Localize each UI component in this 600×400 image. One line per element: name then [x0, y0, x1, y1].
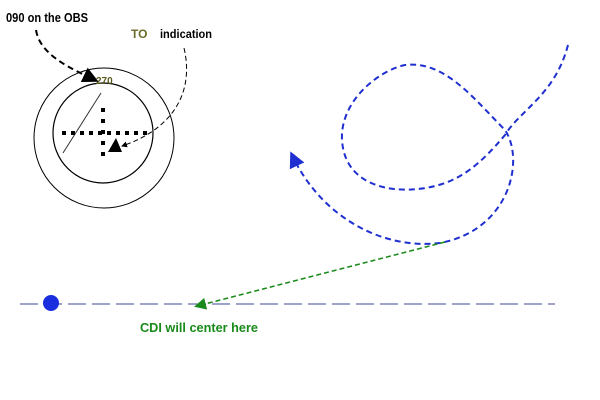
- cdi-center-arrow: [194, 241, 446, 310]
- to-flag-triangle: [108, 138, 122, 152]
- inner-dial: [52, 82, 154, 184]
- vor-instrument: 270: [33, 67, 175, 209]
- aircraft-track: [289, 44, 569, 245]
- obs-bearing-label: 270: [96, 76, 113, 87]
- indication-label: indication: [160, 27, 212, 41]
- to-pointer-arrow: [121, 47, 188, 148]
- cdi-needle: [62, 92, 102, 154]
- vor-station-dot: [43, 295, 59, 311]
- obs-pointer-arrow: [35, 29, 99, 83]
- to-label: TO: [131, 27, 147, 41]
- outer-bezel: [33, 67, 175, 209]
- obs-label: 090 on the OBS: [6, 10, 88, 25]
- cdi-center-label: CDI will center here: [140, 320, 258, 335]
